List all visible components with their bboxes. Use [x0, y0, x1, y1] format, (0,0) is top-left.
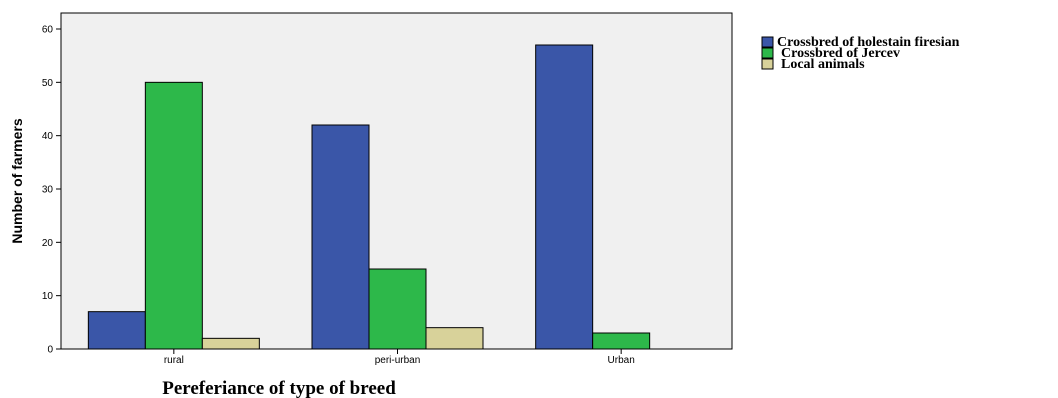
- bar-rural-series-3: [202, 338, 259, 349]
- x-axis-label: Pereferiance of type of breed: [162, 378, 396, 398]
- y-tick-label: 30: [42, 185, 54, 196]
- bar-peri-urban-series-3: [426, 328, 483, 349]
- y-axis: 0 10 20 30 40 50 60: [42, 25, 61, 356]
- y-tick-label: 40: [42, 131, 54, 142]
- legend-swatch: [762, 48, 773, 58]
- bar-urban-series-2: [593, 333, 650, 349]
- y-tick-label: 50: [42, 78, 54, 89]
- bar-rural-series-2: [145, 82, 202, 349]
- y-tick-label: 20: [42, 238, 54, 249]
- x-tick-label: rural: [164, 355, 184, 366]
- bar-rural-series-1: [88, 312, 145, 349]
- bar-urban-series-1: [536, 45, 593, 349]
- x-tick-label: Urban: [608, 355, 635, 366]
- x-axis: rural peri-urban Urban: [164, 349, 635, 366]
- legend: Crossbred of holestain firesianCrossbred…: [762, 35, 960, 72]
- bar-peri-urban-series-2: [369, 269, 426, 349]
- y-tick-label: 0: [47, 345, 53, 356]
- legend-label: Local animals: [781, 57, 865, 72]
- legend-swatch: [762, 59, 773, 69]
- legend-swatch: [762, 37, 773, 47]
- x-tick-label: peri-urban: [375, 355, 421, 366]
- y-axis-label: Number of farmers: [9, 118, 25, 243]
- y-tick-label: 60: [42, 25, 54, 36]
- bar-peri-urban-series-1: [312, 125, 369, 349]
- y-tick-label: 10: [42, 291, 54, 302]
